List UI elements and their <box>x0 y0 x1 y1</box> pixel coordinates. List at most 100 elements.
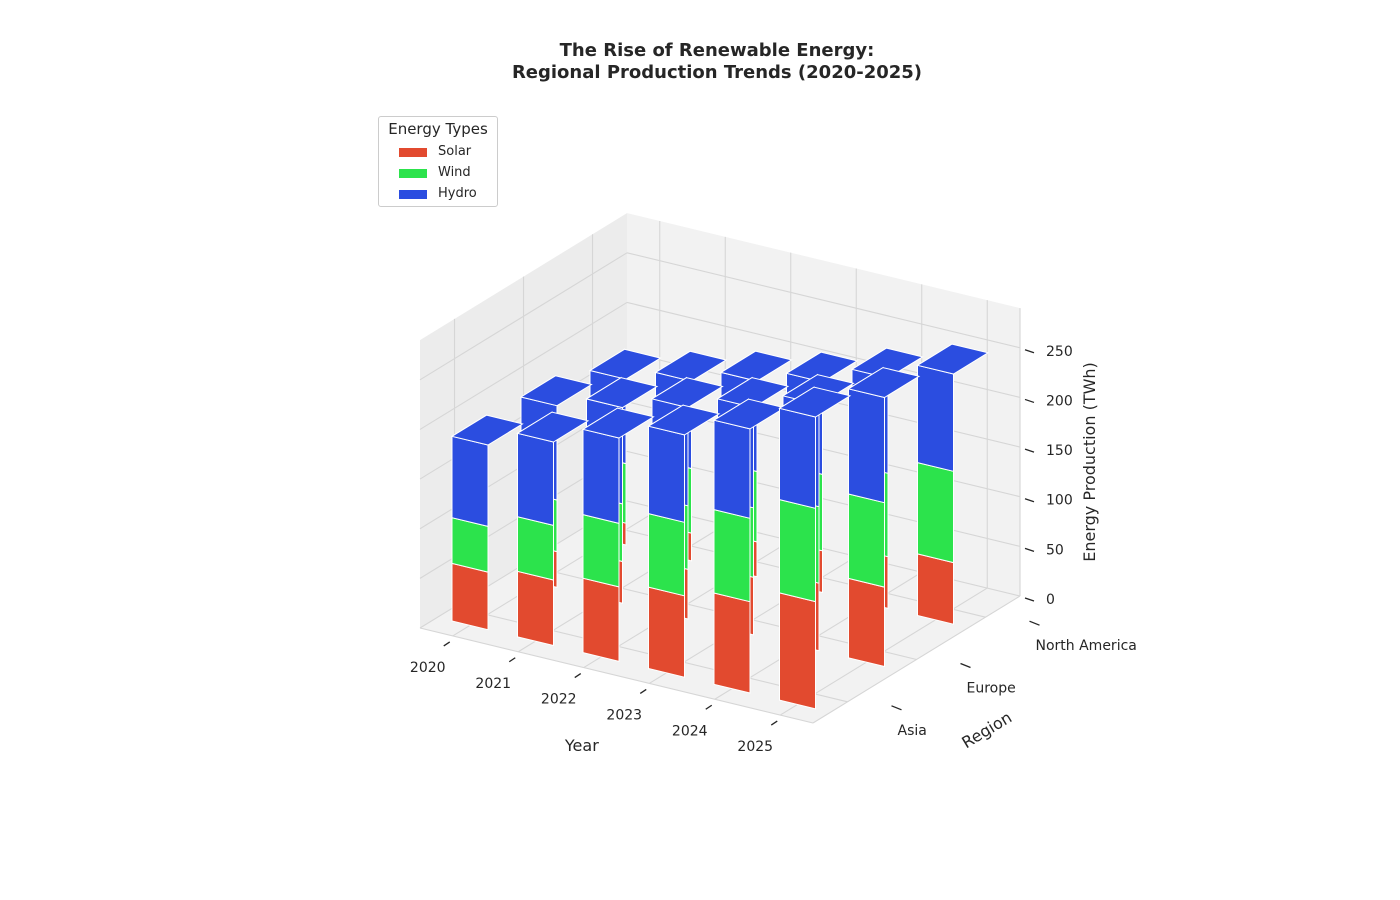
bar-segment-solar-front <box>451 562 489 631</box>
bar-top-cap <box>847 367 921 399</box>
z-tick-mark <box>1024 349 1035 354</box>
back-grid-line <box>626 252 1021 349</box>
z-tick-mark <box>1024 448 1035 453</box>
bar-top-cap <box>647 404 721 436</box>
y-tick-mark <box>1029 620 1040 626</box>
left-grid-line <box>419 301 628 430</box>
bar-top-cap <box>850 347 924 379</box>
bar-segment-solar-front <box>713 592 751 694</box>
bar-segment-solar-front <box>848 577 885 668</box>
bar-stack-2023-asia <box>647 404 721 678</box>
x-tick-label: 2020 <box>410 660 446 676</box>
bar-segment-hydro-front <box>848 388 885 504</box>
bar-segment-solar-front <box>648 586 685 678</box>
x-tick-label: 2023 <box>606 707 642 723</box>
bar-top-cap <box>516 411 590 443</box>
bar-segment-wind-front <box>779 498 816 603</box>
back-grid-line <box>626 500 1021 597</box>
bar-segment-hydro-front <box>779 407 816 509</box>
bar-top-cap <box>716 377 790 409</box>
bar-segment-hydro <box>779 386 816 509</box>
bar-stack-2024-asia <box>712 398 786 694</box>
z-tick-label: 100 <box>1046 493 1073 509</box>
legend-label-hydro: Hydro <box>438 186 477 201</box>
left-grid-line <box>419 252 628 381</box>
y-axis-label: Region <box>958 708 1015 753</box>
bar-segment-hydro-front <box>713 419 751 519</box>
bar-top-cap <box>916 343 990 375</box>
bar-top-cap <box>519 375 593 407</box>
bar-stack-2021-asia <box>516 411 590 647</box>
bar-stack-2025-europe <box>847 366 921 668</box>
bar-segment-wind-front <box>451 517 489 573</box>
x-tick-mark <box>508 657 516 663</box>
bar-top-cap <box>719 350 793 382</box>
bar-top-cap <box>581 407 655 439</box>
bar-top-cap <box>778 386 852 418</box>
x-tick-label: 2022 <box>541 692 577 708</box>
bar-stack-2025-north-america <box>916 343 990 625</box>
bar-segment-solar-front <box>582 577 620 663</box>
x-tick-mark <box>705 704 713 710</box>
bar-top-cap <box>654 350 728 382</box>
bar-segment-hydro-front <box>451 435 489 528</box>
bar-top-cap <box>588 348 662 380</box>
bar-segment-solar <box>779 570 816 710</box>
chart-title-line-2: Regional Production Trends (2020-2025) <box>511 62 923 83</box>
bar-segment-solar <box>713 570 751 694</box>
z-tick-label: 50 <box>1046 542 1064 558</box>
bar-segment-wind <box>917 440 954 564</box>
z-tick-mark <box>1024 547 1035 552</box>
bar-stack-2022-asia <box>581 407 655 663</box>
bar-segment-wind-front <box>582 513 620 588</box>
bar-segment-wind-front <box>848 493 885 588</box>
z-tick-mark <box>1024 597 1035 602</box>
legend-swatch-wind <box>399 169 427 178</box>
x-tick-label: 2025 <box>737 739 773 755</box>
legend-label-solar: Solar <box>438 144 472 159</box>
axis-edge <box>812 595 1021 724</box>
x-tick-mark <box>639 688 647 694</box>
x-tick-mark <box>574 673 582 679</box>
bar-top-cap <box>785 351 859 383</box>
bar-segment-solar-front <box>917 553 954 625</box>
legend-swatch-solar <box>399 148 427 157</box>
y-tick-label: North America <box>1036 638 1137 654</box>
x-tick-mark <box>443 641 451 647</box>
x-axis-label: Year <box>564 736 599 755</box>
z-tick-mark <box>1024 498 1035 503</box>
bars <box>450 343 990 710</box>
bar-segment-hydro <box>848 366 885 504</box>
z-tick-label: 250 <box>1046 344 1073 360</box>
chart-title-line-1: The Rise of Renewable Energy: <box>559 40 875 61</box>
y-tick-label: Asia <box>898 723 927 739</box>
z-tick-mark <box>1024 398 1035 404</box>
bar-segment-hydro-front <box>917 364 954 472</box>
bar-stack-2020-asia <box>450 414 524 631</box>
bar-stack-2025-asia <box>778 386 852 710</box>
bar-top-cap <box>650 377 724 409</box>
y-tick-mark <box>960 662 971 669</box>
back-grid-line <box>626 301 1021 398</box>
bar-top-cap <box>450 414 524 446</box>
bar-top-cap <box>585 377 659 409</box>
legend-swatch-hydro <box>399 190 427 199</box>
back-grid-line <box>626 450 1021 547</box>
bar-top-cap <box>712 398 786 430</box>
bar-segment-hydro-front <box>517 432 554 527</box>
legend-title: Energy Types <box>388 120 488 138</box>
z-axis-label: Energy Production (TWh) <box>1080 362 1099 562</box>
x-tick-label: 2021 <box>475 676 511 692</box>
z-tick-label: 150 <box>1046 443 1073 459</box>
bar-segment-wind-front <box>713 508 751 603</box>
bar-segment-hydro-front <box>582 428 620 525</box>
bar-segment-hydro-front <box>648 425 685 523</box>
bar-segment-solar-front <box>779 592 816 710</box>
x-tick-mark <box>770 720 778 726</box>
bar-segment-solar-front <box>517 570 554 647</box>
legend: Energy Types Solar Wind Hydro <box>378 116 498 207</box>
y-tick-mark <box>891 705 902 711</box>
x-tick-label: 2024 <box>672 723 708 739</box>
axis-labels: 2020 2021 2022 2023 2024 2025 Year Asia Europe No… <box>410 344 1137 755</box>
